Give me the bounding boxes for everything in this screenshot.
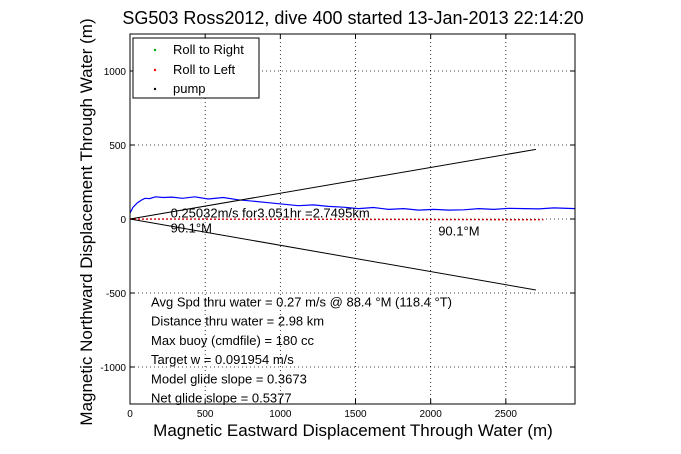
annotation-0: 0.25032m/s for3.051hr =2.7495km: [171, 206, 370, 221]
x-tick-label: 1500: [344, 409, 367, 420]
annotation-5: Max buoy (cmdfile) = 180 cc: [151, 333, 314, 348]
annotation-7: Model glide slope = 0.3673: [151, 371, 307, 386]
legend-label-roll-left: Roll to Left: [173, 62, 236, 77]
x-tick-label: 0: [127, 409, 133, 420]
annotation-8: Net glide slope = 0.5377: [151, 391, 292, 406]
legend-marker-pump: [153, 87, 157, 91]
y-tick-label: -500: [106, 289, 126, 300]
legend-label-pump: pump: [173, 81, 206, 96]
legend-marker-roll-left: [153, 68, 157, 72]
series-heading-line-upper: [129, 148, 536, 220]
legend-label-roll-right: Roll to Right: [173, 42, 244, 57]
legend-marker-roll-right: [153, 48, 157, 52]
y-axis-title: Magnetic Northward Displacement Through …: [77, 18, 96, 425]
x-axis-title: Magnetic Eastward Displacement Through W…: [153, 421, 553, 440]
y-tick-label: 1000: [104, 67, 127, 78]
annotation-4: Distance thru water = 2.98 km: [151, 314, 324, 329]
x-tick-label: 2500: [495, 409, 518, 420]
chart-title: SG503 Ross2012, dive 400 started 13-Jan-…: [122, 8, 583, 28]
series-track: [129, 196, 576, 214]
series-heading-line-lower: [129, 218, 536, 291]
legend: Roll to Right Roll to Left pump: [132, 37, 260, 99]
y-tick-label: 0: [120, 215, 126, 226]
series-layer: [129, 148, 576, 291]
x-tick-label: 1000: [269, 409, 292, 420]
series-heading-line-center: [129, 218, 544, 221]
y-tick-label: -1000: [100, 363, 126, 374]
annotation-2: 90.1°M: [438, 223, 479, 238]
legend-box: [132, 37, 260, 99]
x-tick-label: 2000: [420, 409, 443, 420]
annotation-6: Target w = 0.091954 m/s: [151, 352, 294, 367]
annotation-3: Avg Spd thru water = 0.27 m/s @ 88.4 °M …: [151, 294, 452, 309]
y-tick-label: 500: [109, 141, 126, 152]
x-tick-label: 500: [197, 409, 214, 420]
annotation-1: 90.1°M: [171, 220, 212, 235]
